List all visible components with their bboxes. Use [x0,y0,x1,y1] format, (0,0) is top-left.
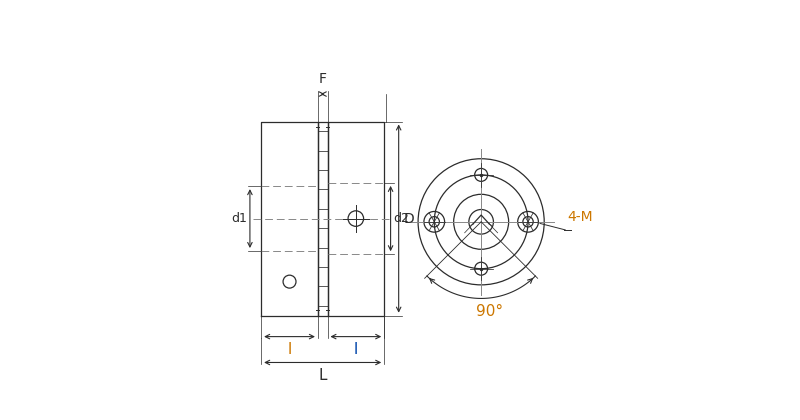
Text: L: L [318,368,327,383]
Text: 4-M: 4-M [567,210,593,224]
Text: 90°: 90° [476,304,502,319]
Text: D: D [403,212,414,226]
Text: l: l [287,342,292,357]
Text: l: l [354,342,358,357]
Text: F: F [318,72,326,86]
Text: d1: d1 [231,212,246,225]
Text: d2: d2 [393,212,409,225]
